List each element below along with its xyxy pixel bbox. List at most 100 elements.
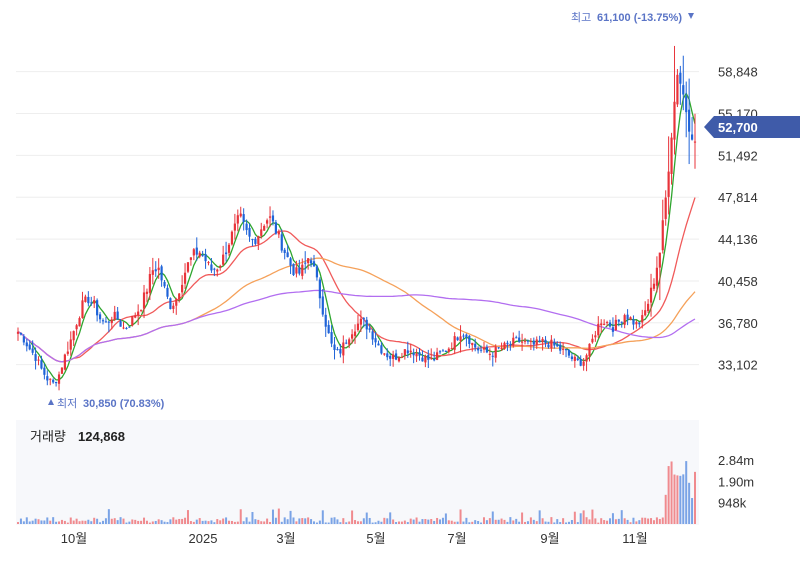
volume-panel-background [16, 420, 699, 525]
candle-body [183, 272, 187, 284]
volume-bar [169, 519, 172, 524]
candle-body [462, 335, 465, 337]
candle-body [192, 249, 195, 256]
candle-body [84, 296, 87, 302]
volume-bar [415, 517, 418, 524]
volume-bar [75, 518, 78, 524]
candle-body [600, 323, 603, 326]
candle-body [412, 352, 415, 356]
volume-bar [594, 518, 597, 524]
high-marker-value: 61,100 (-13.75%) [597, 12, 682, 24]
candle-body [280, 234, 283, 251]
volume-bar [471, 521, 474, 524]
candle-body [178, 293, 181, 300]
volume-bar [509, 517, 512, 524]
price-tick-label: 47,814 [718, 190, 758, 205]
volume-bar [339, 522, 342, 524]
volume-bar [101, 520, 104, 524]
candle-body [670, 137, 673, 174]
volume-bar [140, 520, 143, 524]
candle-body [500, 347, 503, 349]
candle-body [239, 213, 242, 217]
candle-body [591, 338, 594, 343]
volume-bars [17, 461, 696, 524]
volume-bar [131, 519, 134, 524]
candle-body [632, 319, 635, 325]
candle-body [142, 292, 146, 309]
ma5-line [17, 92, 696, 381]
candle-body [251, 239, 254, 241]
candle-body [494, 346, 497, 358]
volume-bar [459, 509, 462, 524]
candle-body [260, 229, 263, 236]
volume-bar [289, 510, 292, 524]
candle-body [242, 214, 245, 222]
volume-bar [318, 520, 321, 524]
candle-body [529, 340, 532, 342]
candle-body [333, 344, 336, 351]
volume-bar [480, 522, 483, 524]
candle-body [397, 357, 401, 362]
volume-bar [351, 510, 354, 524]
candle-body [491, 355, 494, 357]
volume-bar [239, 509, 242, 524]
volume-bar [307, 517, 310, 524]
candle-body [515, 337, 518, 339]
candle-body [576, 358, 579, 361]
volume-bar [266, 518, 269, 524]
ma60-line [17, 257, 696, 363]
volume-bar [550, 517, 553, 524]
volume-bar [43, 520, 46, 524]
candle-body [562, 348, 565, 350]
candle-body [520, 341, 524, 343]
volume-bar [609, 518, 612, 524]
candle-body [403, 349, 406, 356]
volume-bar [567, 521, 570, 524]
volume-bar [104, 518, 107, 524]
candle-body [31, 348, 34, 353]
candle-body [315, 266, 319, 278]
volume-bar [626, 519, 629, 524]
candle-body [298, 267, 301, 274]
volume-bar [134, 519, 137, 524]
volume-bar [22, 521, 25, 524]
candle-body [277, 231, 280, 235]
price-tick-label: 51,492 [718, 148, 758, 163]
volume-bar [444, 513, 447, 524]
candle-body [309, 260, 313, 264]
volume-bar [424, 518, 427, 524]
candle-body [151, 270, 154, 275]
volume-bar [688, 482, 691, 524]
volume-bar [650, 518, 653, 524]
volume-bar [617, 518, 620, 524]
candle-body [477, 348, 480, 351]
volume-bar [359, 521, 362, 524]
volume-bar [400, 521, 403, 524]
volume-bar [515, 518, 518, 524]
volume-bar [37, 519, 40, 524]
volume-bar [93, 517, 96, 524]
volume-bar [570, 519, 573, 524]
candle-body [485, 347, 489, 353]
candle-body [16, 331, 20, 334]
candle-body [216, 269, 219, 272]
volume-bar [271, 509, 274, 524]
volume-bar [260, 521, 263, 524]
candle-body [60, 367, 64, 374]
volume-bar [450, 520, 453, 524]
candle-body [582, 361, 585, 366]
candle-body [389, 355, 392, 359]
volume-bar [629, 522, 632, 524]
volume-bar [377, 520, 380, 524]
volume-bar [63, 520, 66, 524]
candle-body [459, 336, 462, 342]
candle-body [559, 344, 562, 351]
volume-axis: 2.84m 1.90m 948k [718, 453, 754, 511]
candle-body [400, 356, 404, 358]
candle-body [163, 281, 166, 287]
candle-body [116, 311, 119, 320]
volume-bar [655, 517, 658, 524]
candle-body [629, 317, 632, 320]
candle-body [75, 325, 78, 330]
candle-body [268, 216, 272, 218]
